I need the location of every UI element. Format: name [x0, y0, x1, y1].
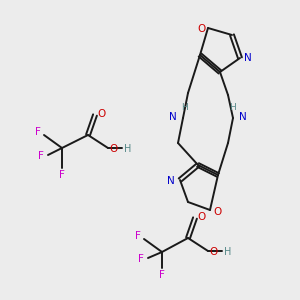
Text: O: O [97, 109, 105, 119]
Text: N: N [167, 176, 175, 186]
Text: N: N [169, 112, 177, 122]
Text: O: O [110, 144, 118, 154]
Text: F: F [35, 127, 41, 137]
Text: H: H [224, 247, 232, 257]
Text: F: F [159, 270, 165, 280]
Text: O: O [213, 207, 221, 217]
Text: F: F [138, 254, 144, 264]
Text: O: O [210, 247, 218, 257]
Text: H: H [229, 103, 236, 112]
Text: F: F [59, 170, 65, 180]
Text: O: O [197, 24, 205, 34]
Text: O: O [197, 212, 205, 222]
Text: N: N [239, 112, 247, 122]
Text: F: F [38, 151, 44, 161]
Text: H: H [124, 144, 132, 154]
Text: F: F [135, 231, 141, 241]
Text: H: H [181, 103, 188, 112]
Text: N: N [244, 53, 252, 63]
